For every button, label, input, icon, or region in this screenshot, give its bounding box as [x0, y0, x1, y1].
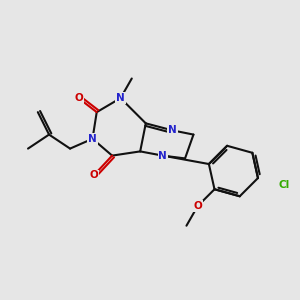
Text: N: N	[168, 125, 177, 135]
Text: N: N	[88, 134, 97, 144]
Text: Cl: Cl	[279, 180, 290, 190]
Text: O: O	[193, 201, 202, 211]
Text: N: N	[158, 151, 167, 160]
Text: N: N	[116, 93, 125, 103]
Text: O: O	[74, 93, 83, 103]
Text: O: O	[89, 170, 98, 180]
